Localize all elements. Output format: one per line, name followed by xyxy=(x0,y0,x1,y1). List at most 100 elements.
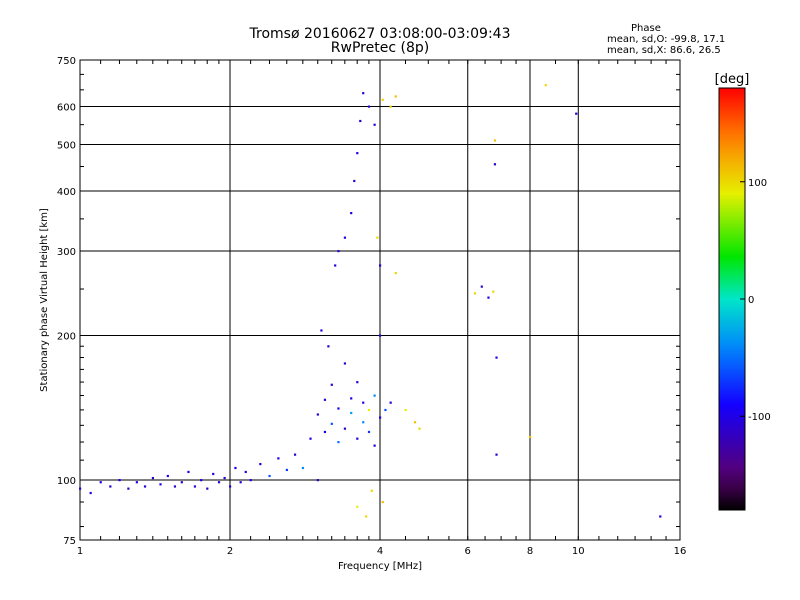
data-point xyxy=(343,362,347,365)
y-tick-label: 300 xyxy=(57,247,76,258)
y-tick-label: 100 xyxy=(57,476,76,487)
data-point xyxy=(151,476,155,480)
data-point xyxy=(193,485,197,488)
y-tick-label: 600 xyxy=(57,103,76,114)
data-point xyxy=(316,413,319,416)
data-point xyxy=(109,485,112,488)
data-point xyxy=(323,430,327,434)
data-point xyxy=(217,481,221,484)
data-point xyxy=(301,466,305,470)
data-point xyxy=(362,421,365,424)
data-point xyxy=(659,515,662,518)
data-point xyxy=(334,264,337,267)
data-point xyxy=(389,401,392,404)
data-point xyxy=(418,427,421,430)
data-point xyxy=(118,479,121,482)
data-point xyxy=(373,394,376,397)
data-point xyxy=(293,453,297,456)
data-point xyxy=(244,470,247,474)
x-tick-label: 2 xyxy=(227,546,233,557)
data-point xyxy=(343,236,347,239)
colorbar-tick-label: 0 xyxy=(748,295,754,306)
y-tick-label: 200 xyxy=(57,332,76,343)
data-point xyxy=(359,119,362,123)
y-axis-label: Stationary phase Virtual Height [km] xyxy=(39,208,50,392)
data-point xyxy=(480,285,483,288)
x-tick-label: 8 xyxy=(527,546,533,557)
data-point xyxy=(323,398,327,401)
data-point xyxy=(495,453,498,456)
data-point xyxy=(495,356,498,359)
data-point xyxy=(330,422,333,425)
data-point xyxy=(99,481,102,484)
data-point xyxy=(473,292,477,295)
data-point xyxy=(127,487,130,490)
x-axis-label: Frequency [MHz] xyxy=(338,561,422,572)
data-point xyxy=(234,466,237,470)
phase-legend-x-line: mean, sd,X: 86.6, 26.5 xyxy=(607,45,721,56)
data-point xyxy=(362,92,365,95)
data-point xyxy=(376,236,379,239)
colorbar-label: [deg] xyxy=(715,72,750,87)
x-tick-label: 1 xyxy=(77,546,83,557)
data-point xyxy=(330,383,333,386)
data-point xyxy=(320,329,323,332)
data-point xyxy=(89,491,92,495)
data-point xyxy=(493,163,497,166)
data-point xyxy=(143,485,147,488)
data-point xyxy=(493,139,497,142)
data-point xyxy=(223,476,226,480)
data-point xyxy=(356,505,359,508)
data-point xyxy=(239,481,242,484)
data-point xyxy=(337,407,340,410)
data-point xyxy=(373,123,376,126)
data-point xyxy=(200,479,203,482)
data-point xyxy=(277,457,280,460)
x-tick-label: 16 xyxy=(674,546,687,557)
data-point xyxy=(365,515,368,518)
data-point xyxy=(367,408,371,412)
data-point xyxy=(544,84,547,87)
chart-title: Tromsø 20160627 03:08:00-03:09:43 xyxy=(249,26,511,42)
data-point xyxy=(316,479,319,482)
data-point xyxy=(350,212,353,215)
data-point xyxy=(285,468,288,472)
data-point xyxy=(206,487,209,490)
data-point xyxy=(389,105,392,108)
data-point xyxy=(356,152,359,155)
data-point xyxy=(268,474,271,478)
data-point xyxy=(413,421,417,424)
y-tick-label: 500 xyxy=(57,141,76,152)
colorbar-tick-label: 100 xyxy=(748,178,767,189)
data-point xyxy=(159,483,162,486)
data-point xyxy=(327,345,330,348)
data-point xyxy=(249,479,252,482)
phase-legend-o-line: mean, sd,O: -99.8, 17.1 xyxy=(607,34,726,45)
colorbar-tick-label: -100 xyxy=(748,412,771,423)
x-tick-label: 4 xyxy=(377,546,383,557)
data-point xyxy=(394,95,397,98)
data-point xyxy=(404,408,407,412)
data-point xyxy=(229,485,232,488)
data-point xyxy=(212,472,215,476)
data-point xyxy=(381,98,384,101)
data-point xyxy=(356,381,359,384)
data-point xyxy=(309,437,312,440)
data-point xyxy=(350,397,353,400)
data-point xyxy=(362,401,365,404)
chart-subtitle: RwPretec (8p) xyxy=(330,40,430,56)
data-point xyxy=(166,474,169,478)
data-point xyxy=(259,462,262,466)
x-tick-label: 6 xyxy=(465,546,471,557)
data-point xyxy=(343,427,347,430)
data-point xyxy=(337,441,340,444)
data-point xyxy=(529,435,532,439)
y-tick-label: 400 xyxy=(57,187,76,198)
x-tick-label: 10 xyxy=(572,546,585,557)
data-point xyxy=(350,411,353,415)
data-point xyxy=(337,250,340,253)
data-point xyxy=(173,485,177,488)
data-point xyxy=(384,408,387,412)
